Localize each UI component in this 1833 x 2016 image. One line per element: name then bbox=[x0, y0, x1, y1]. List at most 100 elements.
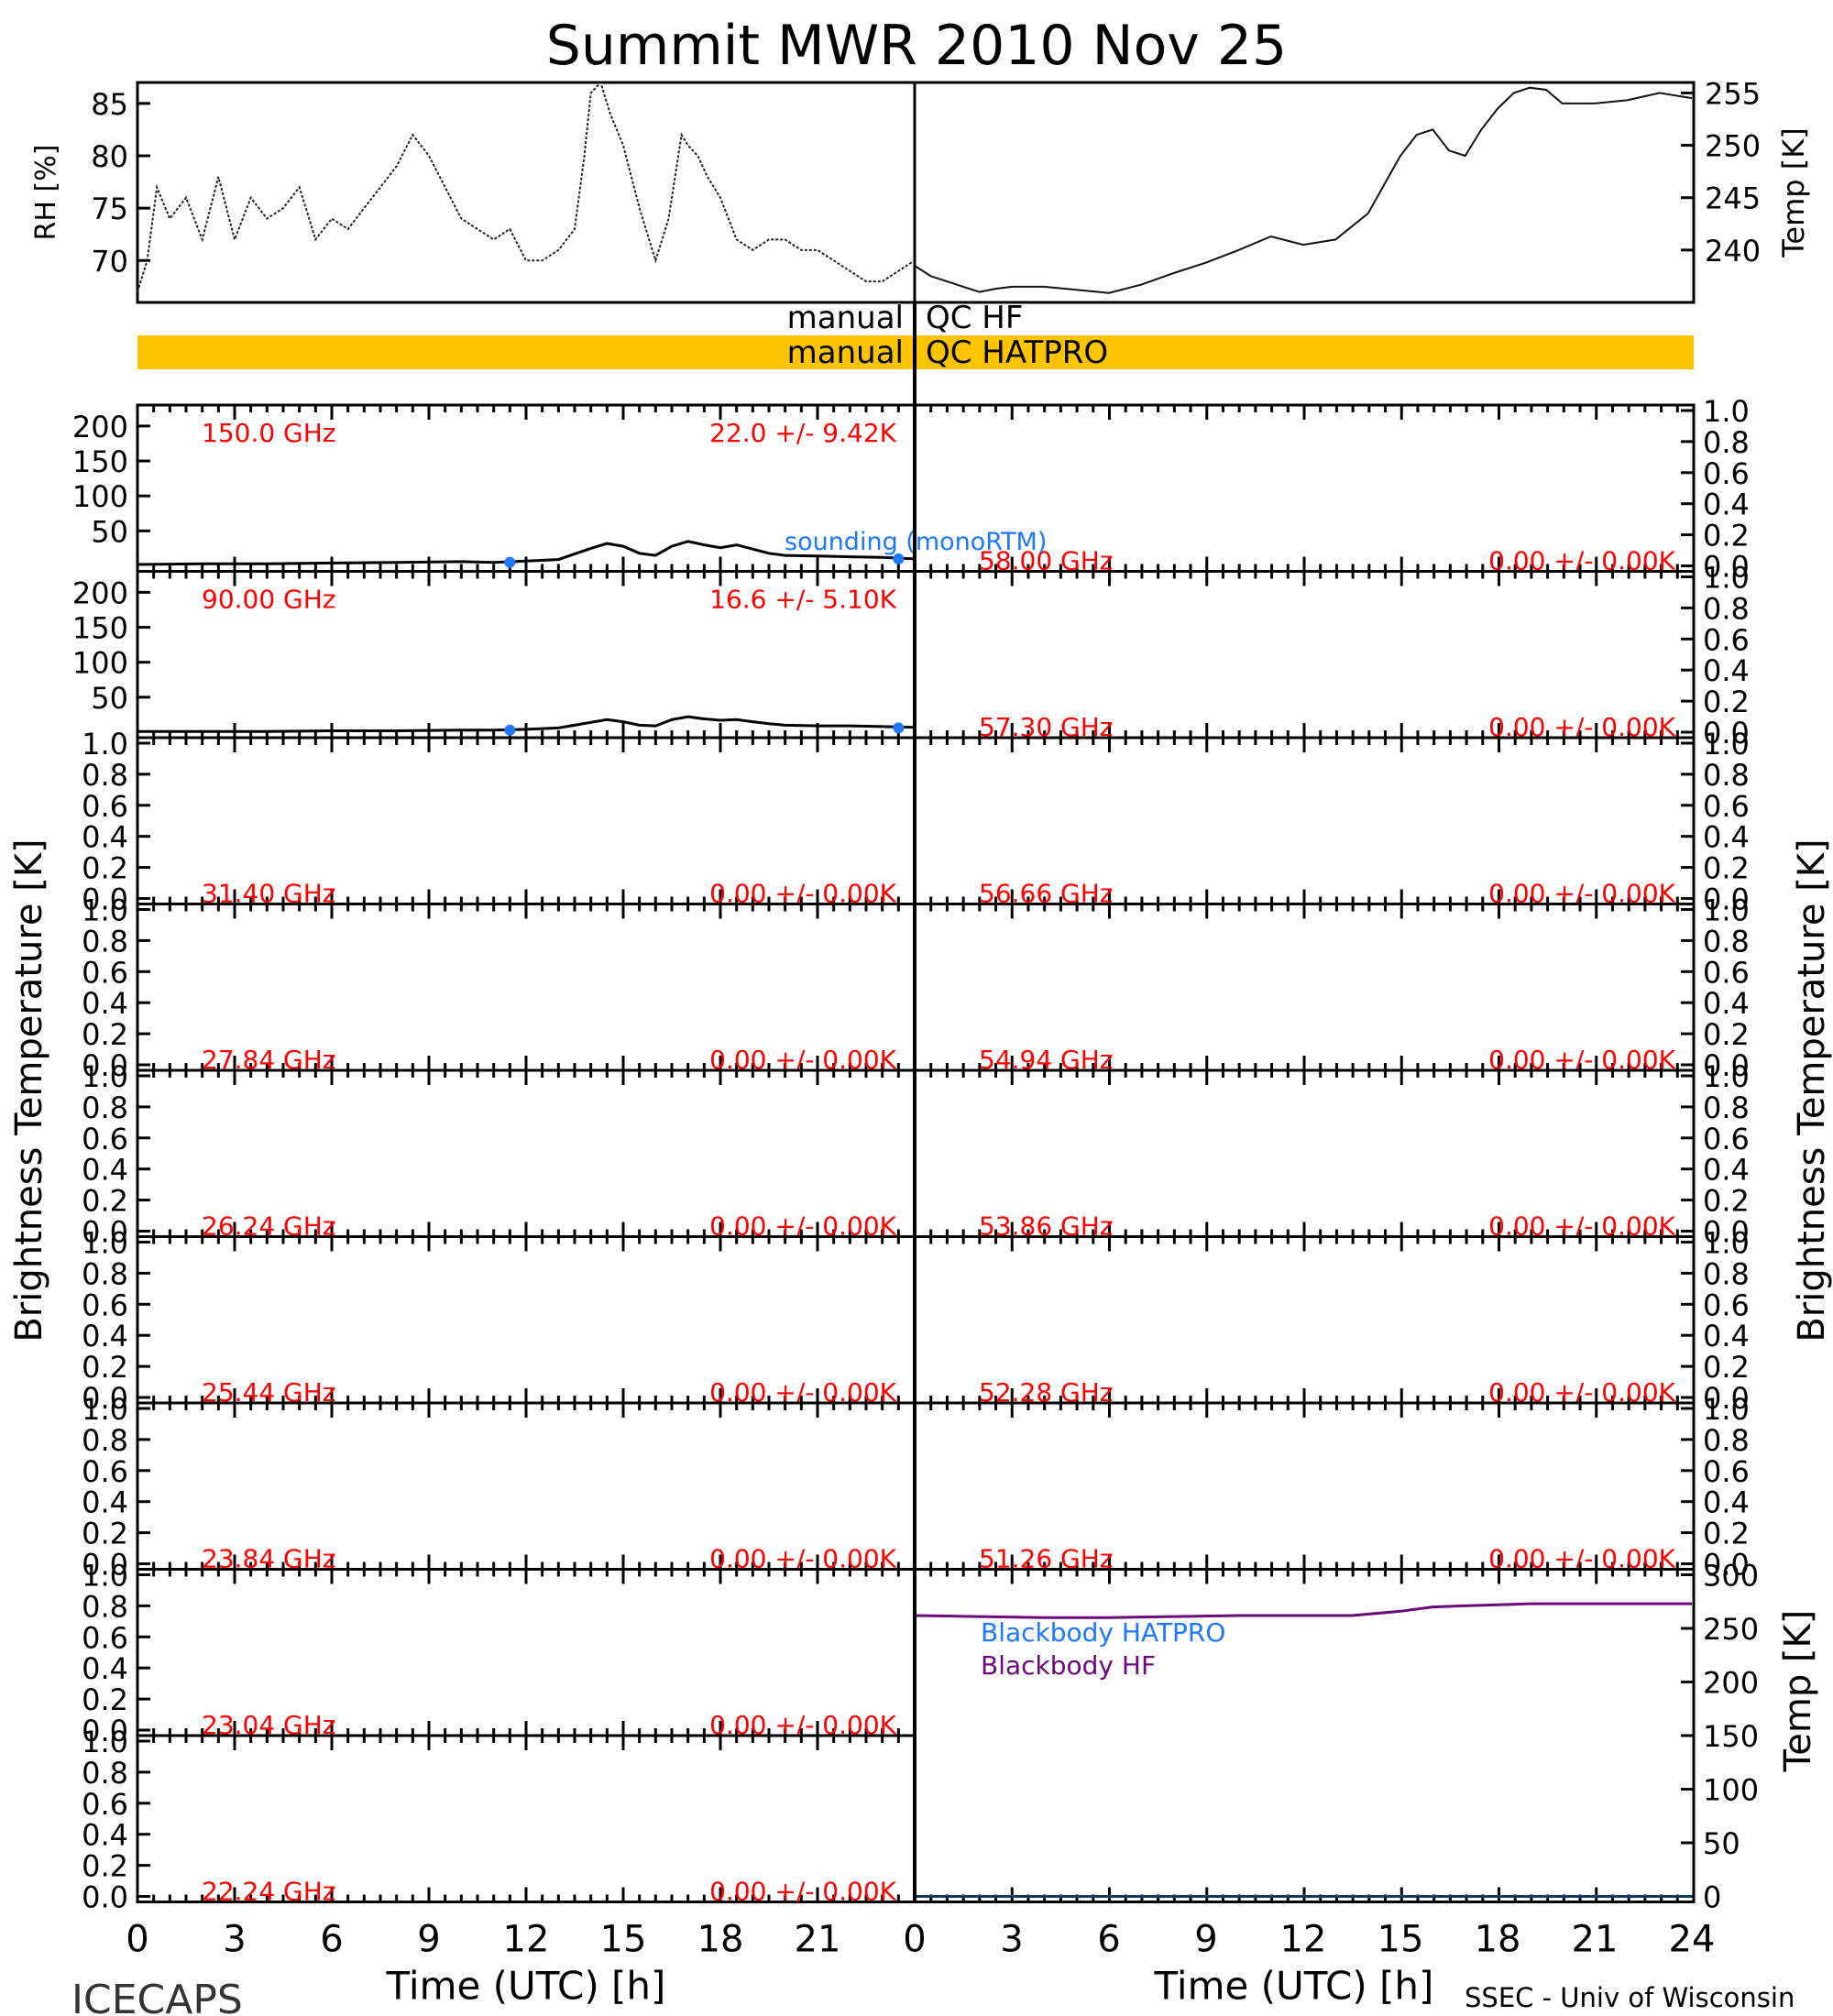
x-tick-label: 9 bbox=[417, 1919, 440, 1961]
bt-y-tick-label: 0.6 bbox=[1703, 955, 1750, 990]
bt-y-tick-label: 1.0 bbox=[82, 727, 128, 761]
bt-y-tick-label: 1.0 bbox=[1703, 561, 1750, 596]
bt-y-tick-label: 0.4 bbox=[82, 1818, 128, 1853]
bt-y-tick-label: 0.4 bbox=[1703, 488, 1750, 522]
bb-y-tick-label: 200 bbox=[1703, 1666, 1759, 1701]
bt-y-tick-label: 0.0 bbox=[82, 1880, 128, 1915]
bt-stats-label: 0.00 +/- 0.00K bbox=[709, 1877, 896, 1907]
bt-y-tick-label: 0.6 bbox=[82, 1454, 128, 1489]
x-axis-label-left: Time (UTC) [h] bbox=[386, 1964, 666, 2009]
temp-tick-label: 250 bbox=[1705, 129, 1761, 164]
bt-y-tick-label: 1.0 bbox=[1703, 727, 1750, 761]
bt-y-tick-label: 0.4 bbox=[1703, 1153, 1750, 1188]
bt-y-tick-label: 0.8 bbox=[1703, 1423, 1750, 1458]
bt-y-tick-label: 0.4 bbox=[1703, 1319, 1750, 1353]
footer-right: SSEC - Univ of Wisconsin bbox=[1465, 1982, 1795, 2013]
bt-y-tick-label: 0.6 bbox=[82, 789, 128, 824]
rh-line bbox=[137, 81, 916, 292]
bt-y-tick-label: 1.0 bbox=[82, 1725, 128, 1759]
bt-y-tick-label: 0.2 bbox=[1703, 851, 1750, 886]
bt-y-tick-label: 0.2 bbox=[82, 851, 128, 886]
bt-y-tick-label: 50 bbox=[91, 514, 128, 549]
sounding-point bbox=[893, 553, 905, 564]
bt-y-tick-label: 50 bbox=[91, 681, 128, 716]
x-tick-label: 15 bbox=[600, 1919, 647, 1961]
bt-y-tick-label: 0.6 bbox=[1703, 789, 1750, 824]
x-tick-label: 9 bbox=[1194, 1919, 1217, 1961]
bt-y-tick-label: 0.4 bbox=[1703, 1485, 1750, 1520]
bt-series-line bbox=[137, 715, 916, 733]
bt-y-tick-label: 0.0 bbox=[1703, 1048, 1750, 1083]
bt-y-tick-label: 100 bbox=[72, 479, 128, 514]
bt-y-tick-label: 0.0 bbox=[1703, 1548, 1750, 1583]
bt-y-tick-label: 0.0 bbox=[1703, 1381, 1750, 1416]
bt-y-tick-label: 200 bbox=[72, 410, 128, 444]
bt-y-tick-label: 0.0 bbox=[82, 1714, 128, 1748]
bt-y-tick-label: 0.2 bbox=[82, 1849, 128, 1884]
x-axis-label-right: Time (UTC) [h] bbox=[1154, 1964, 1434, 2009]
qc-hatpro-right: QC HATPRO bbox=[926, 334, 1108, 371]
bt-y-tick-label: 0.0 bbox=[82, 1381, 128, 1416]
qc-hatpro-left: manual bbox=[787, 334, 904, 371]
bt-y-tick-label: 0.8 bbox=[1703, 425, 1750, 460]
x-tick-label: 24 bbox=[1669, 1919, 1716, 1961]
x-tick-label: 6 bbox=[1097, 1919, 1120, 1961]
bb-y-tick-label: 0 bbox=[1703, 1880, 1721, 1915]
bt-y-tick-label: 1.0 bbox=[1703, 394, 1750, 429]
bt-y-tick-label: 1.0 bbox=[1703, 1392, 1750, 1427]
temp-tick-label: 245 bbox=[1705, 181, 1761, 216]
bt-y-tick-label: 1.0 bbox=[1703, 1059, 1750, 1094]
bt-y-tick-label: 0.2 bbox=[1703, 1184, 1750, 1219]
rh-tick-label: 80 bbox=[91, 139, 128, 174]
bt-y-tick-label: 0.6 bbox=[1703, 622, 1750, 657]
x-tick-label: 12 bbox=[1280, 1919, 1327, 1961]
bt-y-tick-label: 0.6 bbox=[82, 1122, 128, 1156]
x-tick-label: 18 bbox=[697, 1919, 744, 1961]
footer-left: ICECAPS bbox=[71, 1977, 243, 2016]
bb-y-tick-label: 100 bbox=[1703, 1773, 1759, 1808]
bt-y-tick-label: 0.6 bbox=[1703, 1454, 1750, 1489]
x-tick-label: 21 bbox=[1572, 1919, 1619, 1961]
bt-y-tick-label: 150 bbox=[72, 611, 128, 646]
bt-y-tick-label: 1.0 bbox=[82, 1559, 128, 1594]
qc-hf-right: QC HF bbox=[926, 300, 1023, 336]
x-tick-label: 3 bbox=[223, 1919, 246, 1961]
legend-bb-hf: Blackbody HF bbox=[981, 1650, 1156, 1681]
bt-y-tick-label: 0.0 bbox=[82, 1048, 128, 1083]
temp-ylabel: Temp [K] bbox=[1776, 127, 1811, 257]
bb-y-tick-label: 50 bbox=[1703, 1826, 1740, 1861]
bt-y-tick-label: 0.0 bbox=[1703, 716, 1750, 751]
x-tick-label: 3 bbox=[1000, 1919, 1023, 1961]
bb-y-tick-label: 250 bbox=[1703, 1612, 1759, 1647]
bt-y-tick-label: 0.6 bbox=[82, 955, 128, 990]
bt-y-tick-label: 0.4 bbox=[82, 1319, 128, 1353]
bt-y-tick-label: 0.8 bbox=[82, 1256, 128, 1291]
bt-y-tick-label: 0.4 bbox=[82, 820, 128, 855]
rh-ylabel: RH [%] bbox=[30, 145, 62, 241]
bb-y-tick-label: 150 bbox=[1703, 1719, 1759, 1754]
x-tick-label: 0 bbox=[903, 1919, 926, 1961]
bt-y-tick-label: 0.8 bbox=[1703, 1256, 1750, 1291]
rh-tick-label: 85 bbox=[91, 87, 128, 122]
bt-y-tick-label: 0.2 bbox=[1703, 1350, 1750, 1385]
bt-y-tick-label: 0.2 bbox=[82, 1517, 128, 1551]
bt-y-tick-label: 0.6 bbox=[82, 1620, 128, 1655]
bt-y-tick-label: 0.8 bbox=[82, 924, 128, 959]
bt-y-tick-label: 1.0 bbox=[1703, 1226, 1750, 1261]
bt-y-tick-label: 0.4 bbox=[82, 1485, 128, 1520]
bt-y-tick-label: 0.4 bbox=[82, 986, 128, 1021]
x-tick-label: 0 bbox=[126, 1919, 148, 1961]
bt-y-tick-label: 0.0 bbox=[1703, 550, 1750, 585]
rh-frame bbox=[136, 81, 916, 304]
bt-ylabel-right: Brightness Temperature [K] bbox=[1791, 838, 1833, 1342]
bb-ylabel: Temp [K] bbox=[1777, 1610, 1819, 1773]
temp-tick-label: 240 bbox=[1705, 234, 1761, 268]
bt-y-tick-label: 0.2 bbox=[82, 1017, 128, 1052]
x-tick-label: 12 bbox=[503, 1919, 550, 1961]
sounding-point bbox=[504, 724, 516, 736]
bt-y-tick-label: 0.0 bbox=[82, 1548, 128, 1583]
bt-y-tick-label: 0.0 bbox=[1703, 882, 1750, 917]
x-tick-label: 21 bbox=[795, 1919, 841, 1961]
